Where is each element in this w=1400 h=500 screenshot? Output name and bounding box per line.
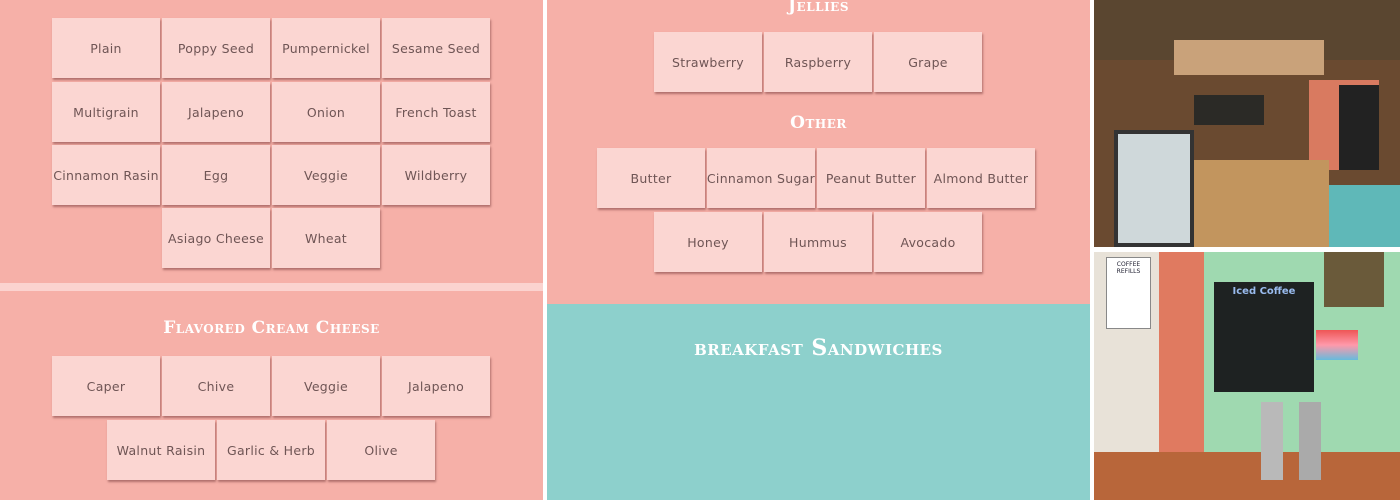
other-option-peanut-butter[interactable]: Peanut Butter <box>817 148 925 208</box>
other-title: Other <box>790 113 847 133</box>
bagels-option-plain[interactable]: Plain <box>52 18 160 78</box>
bagels-option-poppy-seed[interactable]: Poppy Seed <box>162 18 270 78</box>
cream_cheese-option-olive[interactable]: Olive <box>327 420 435 480</box>
divider <box>0 283 543 291</box>
other-option-hummus[interactable]: Hummus <box>764 212 872 272</box>
bagels-option-asiago-cheese[interactable]: Asiago Cheese <box>162 208 270 268</box>
cream_cheese-option-garlic-herb[interactable]: Garlic & Herb <box>217 420 325 480</box>
other-option-honey[interactable]: Honey <box>654 212 762 272</box>
bagels-option-jalapeno[interactable]: Jalapeno <box>162 82 270 142</box>
other-option-avocado[interactable]: Avocado <box>874 212 982 272</box>
sandwiches-title: breakfast Sandwiches <box>694 335 943 361</box>
sandwiches-panel: breakfast Sandwiches <box>547 304 1090 500</box>
cream_cheese-option-caper[interactable]: Caper <box>52 356 160 416</box>
bagel-panel: Plain Poppy Seed Pumpernickel Sesame Seed Mu… <box>0 0 543 283</box>
cafe-counter-photo <box>1094 0 1400 247</box>
bagels-option-wheat[interactable]: Wheat <box>272 208 380 268</box>
cream_cheese-option-veggie[interactable]: Veggie <box>272 356 380 416</box>
other-option-cinnamon-sugar[interactable]: Cinnamon Sugar <box>707 148 815 208</box>
cream_cheese-option-walnut-raisin[interactable]: Walnut Raisin <box>107 420 215 480</box>
bagels-option-cinnamon-rasin[interactable]: Cinnamon Rasin <box>52 145 160 205</box>
bagels-option-veggie[interactable]: Veggie <box>272 145 380 205</box>
bagels-option-sesame-seed[interactable]: Sesame Seed <box>382 18 490 78</box>
refill-sign: COFFEE REFILLS <box>1106 257 1151 329</box>
bagels-option-onion[interactable]: Onion <box>272 82 380 142</box>
spreads-panel: Jellies Other Strawberry Raspberry Grape Bu… <box>547 0 1090 304</box>
iced-coffee-chalkboard: Iced Coffee <box>1214 282 1314 392</box>
bagels-option-multigrain[interactable]: Multigrain <box>52 82 160 142</box>
bagels-option-wildberry[interactable]: Wildberry <box>382 145 490 205</box>
jellies-title: Jellies <box>788 0 849 16</box>
bagels-option-pumpernickel[interactable]: Pumpernickel <box>272 18 380 78</box>
other-option-almond-butter[interactable]: Almond Butter <box>927 148 1035 208</box>
cream_cheese-option-jalapeno[interactable]: Jalapeno <box>382 356 490 416</box>
jellies-option-raspberry[interactable]: Raspberry <box>764 32 872 92</box>
jellies-option-grape[interactable]: Grape <box>874 32 982 92</box>
other-option-butter[interactable]: Butter <box>597 148 705 208</box>
bagels-option-french-toast[interactable]: French Toast <box>382 82 490 142</box>
jellies-option-strawberry[interactable]: Strawberry <box>654 32 762 92</box>
cream-cheese-panel: Flavored Cream Cheese Caper Chive Veggie Ja… <box>0 291 543 500</box>
cream_cheese-option-chive[interactable]: Chive <box>162 356 270 416</box>
coffee-station-photo: COFFEE REFILLS Iced Coffee <box>1094 252 1400 500</box>
bagels-option-egg[interactable]: Egg <box>162 145 270 205</box>
cream-cheese-title: Flavored Cream Cheese <box>163 318 380 338</box>
